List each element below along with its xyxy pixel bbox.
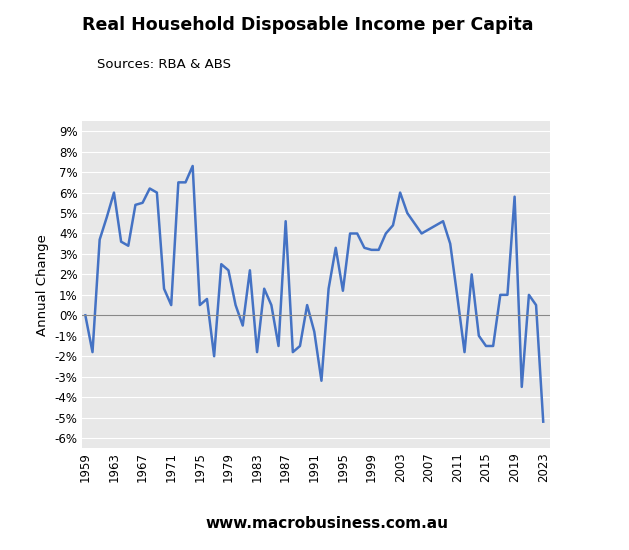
Y-axis label: Annual Change: Annual Change [36, 234, 49, 336]
Text: BUSINESS: BUSINESS [517, 45, 599, 60]
Text: Real Household Disposable Income per Capita: Real Household Disposable Income per Cap… [82, 16, 533, 35]
Text: Sources: RBA & ABS: Sources: RBA & ABS [97, 58, 231, 71]
Text: MACRO: MACRO [528, 22, 589, 37]
Text: www.macrobusiness.com.au: www.macrobusiness.com.au [206, 516, 448, 531]
